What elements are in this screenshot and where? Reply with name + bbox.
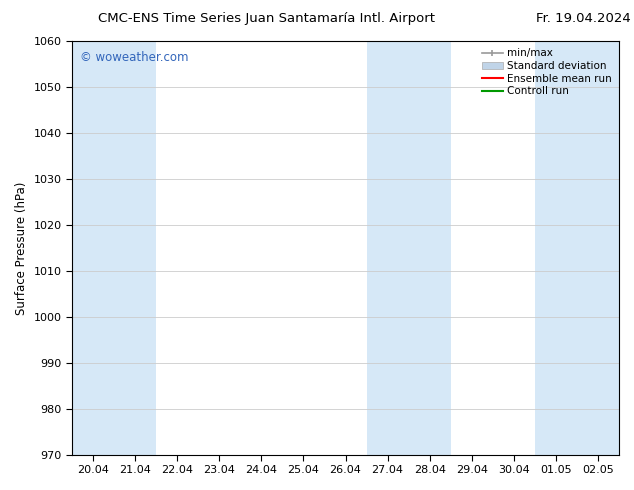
Y-axis label: Surface Pressure (hPa): Surface Pressure (hPa) [15, 181, 28, 315]
Text: CMC-ENS Time Series Juan Santamaría Intl. Airport: CMC-ENS Time Series Juan Santamaría Intl… [98, 12, 435, 25]
Text: Fr. 19.04.2024 18 UTC: Fr. 19.04.2024 18 UTC [536, 12, 634, 25]
Bar [535, 41, 619, 455]
Legend: min/max, Standard deviation, Ensemble mean run, Controll run: min/max, Standard deviation, Ensemble me… [480, 46, 614, 98]
Text: © woweather.com: © woweather.com [81, 51, 189, 64]
Bar [366, 41, 451, 455]
Bar [72, 41, 156, 455]
